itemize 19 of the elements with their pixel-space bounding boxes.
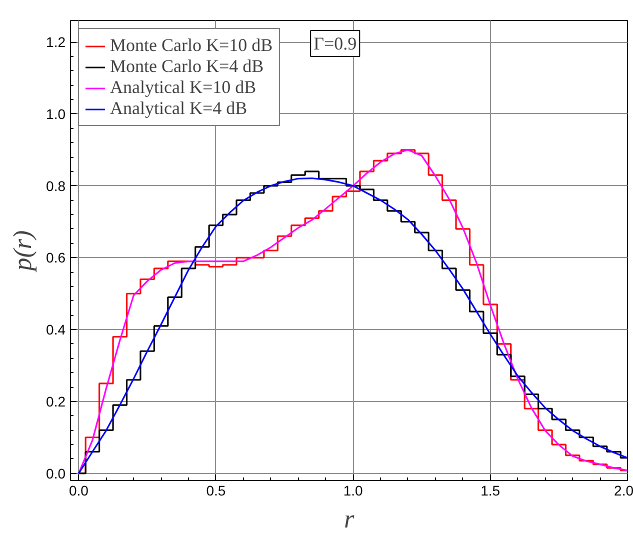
y-tick-label: 0.0 [46, 465, 66, 482]
legend-label: Analytical K=4 dB [110, 98, 248, 119]
y-tick-label: 0.8 [46, 178, 66, 194]
y-tick-label: 0.6 [46, 250, 66, 266]
y-tick-label: 0.2 [46, 393, 66, 410]
x-axis-title: r [344, 504, 355, 534]
legend-label: Monte Carlo K=10 dB [110, 35, 273, 56]
annotation: Γ=0.9 [314, 33, 357, 54]
legend-label: Monte Carlo K=4 dB [110, 56, 264, 77]
x-tick-label: 0.0 [69, 482, 89, 498]
x-tick-label: 0.5 [206, 482, 226, 498]
x-tick-label: 2.0 [614, 482, 633, 498]
y-tick-label: 1.2 [46, 34, 66, 50]
x-tick-label: 1.0 [343, 482, 364, 498]
y-tick-label: 1.0 [46, 106, 66, 122]
y-axis-title: p(r) [8, 230, 38, 273]
legend-label: Analytical K=10 dB [110, 77, 256, 98]
x-tick-label: 1.5 [480, 482, 500, 498]
y-tick-label: 0.4 [46, 322, 66, 338]
